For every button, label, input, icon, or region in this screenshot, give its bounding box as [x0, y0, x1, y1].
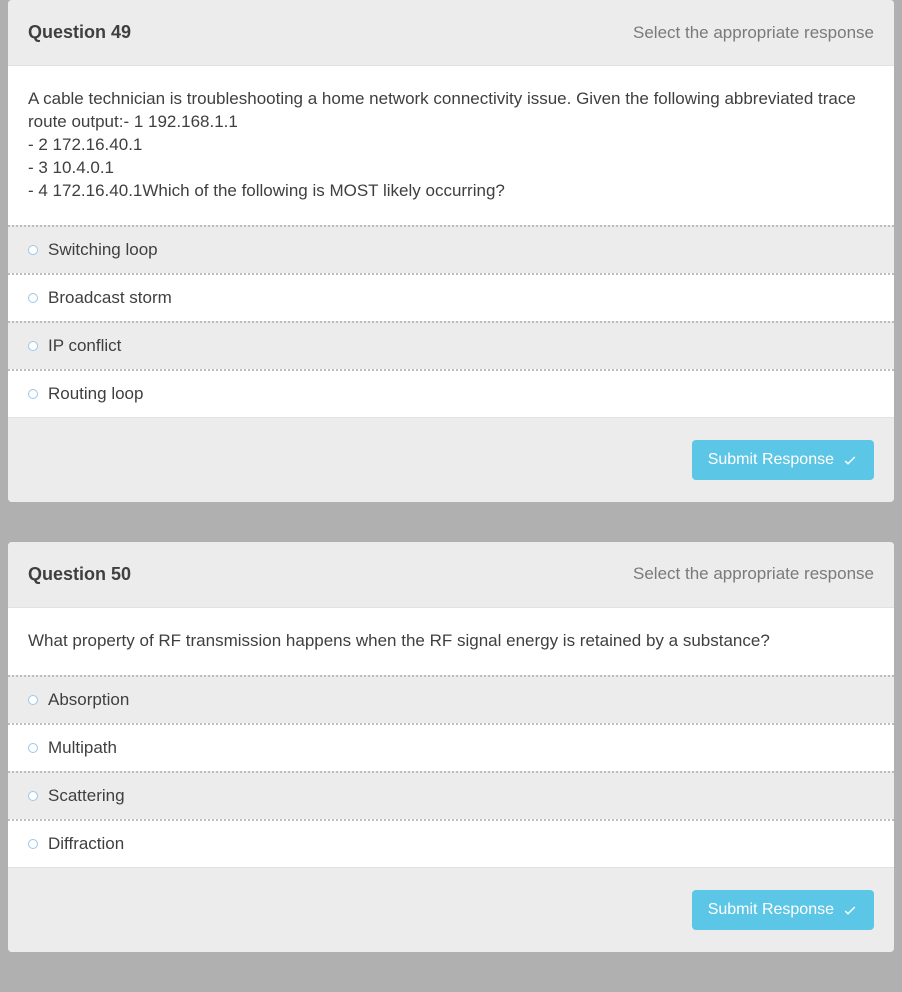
radio-icon[interactable]: [28, 695, 38, 705]
radio-icon[interactable]: [28, 293, 38, 303]
option-row[interactable]: Routing loop: [8, 369, 894, 417]
question-footer: Submit Response: [8, 417, 894, 502]
question-card: Question 50 Select the appropriate respo…: [8, 542, 894, 952]
option-label: Switching loop: [48, 240, 158, 260]
question-card: Question 49 Select the appropriate respo…: [8, 0, 894, 502]
question-body: What property of RF transmission happens…: [8, 608, 894, 675]
radio-icon[interactable]: [28, 743, 38, 753]
options-list: Switching loop Broadcast storm IP confli…: [8, 225, 894, 417]
option-label: IP conflict: [48, 336, 121, 356]
option-row[interactable]: Multipath: [8, 723, 894, 771]
submit-label: Submit Response: [708, 901, 834, 919]
radio-icon[interactable]: [28, 791, 38, 801]
option-label: Broadcast storm: [48, 288, 172, 308]
option-label: Scattering: [48, 786, 125, 806]
radio-icon[interactable]: [28, 389, 38, 399]
submit-button[interactable]: Submit Response: [692, 440, 874, 480]
option-row[interactable]: Broadcast storm: [8, 273, 894, 321]
option-row[interactable]: Scattering: [8, 771, 894, 819]
question-title: Question 49: [28, 22, 131, 43]
option-label: Diffraction: [48, 834, 124, 854]
option-row[interactable]: Diffraction: [8, 819, 894, 867]
option-label: Routing loop: [48, 384, 143, 404]
question-body: A cable technician is troubleshooting a …: [8, 66, 894, 225]
question-title: Question 50: [28, 564, 131, 585]
option-label: Multipath: [48, 738, 117, 758]
question-footer: Submit Response: [8, 867, 894, 952]
option-row[interactable]: IP conflict: [8, 321, 894, 369]
question-header: Question 50 Select the appropriate respo…: [8, 542, 894, 608]
question-header: Question 49 Select the appropriate respo…: [8, 0, 894, 66]
radio-icon[interactable]: [28, 245, 38, 255]
options-list: Absorption Multipath Scattering Diffract…: [8, 675, 894, 867]
question-hint: Select the appropriate response: [633, 23, 874, 43]
option-label: Absorption: [48, 690, 129, 710]
submit-button[interactable]: Submit Response: [692, 890, 874, 930]
option-row[interactable]: Switching loop: [8, 225, 894, 273]
submit-label: Submit Response: [708, 451, 834, 469]
radio-icon[interactable]: [28, 839, 38, 849]
check-icon: [842, 452, 858, 468]
radio-icon[interactable]: [28, 341, 38, 351]
check-icon: [842, 902, 858, 918]
option-row[interactable]: Absorption: [8, 675, 894, 723]
question-hint: Select the appropriate response: [633, 564, 874, 584]
